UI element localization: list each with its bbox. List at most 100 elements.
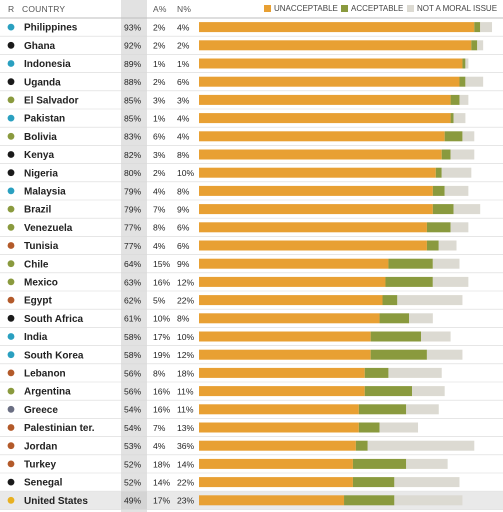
- bar-unacceptable[interactable]: [199, 240, 427, 251]
- bar-not-moral[interactable]: [453, 204, 481, 215]
- country-label[interactable]: Senegal: [24, 478, 63, 489]
- bar-unacceptable[interactable]: [199, 440, 356, 451]
- bar-acceptable[interactable]: [355, 440, 368, 451]
- country-label[interactable]: Uganda: [24, 77, 61, 88]
- bar-unacceptable[interactable]: [199, 258, 389, 269]
- bar-not-moral[interactable]: [394, 477, 460, 488]
- bar-acceptable[interactable]: [370, 349, 427, 360]
- bar-unacceptable[interactable]: [199, 131, 445, 142]
- bar-not-moral[interactable]: [441, 167, 472, 178]
- bar-unacceptable[interactable]: [199, 22, 475, 33]
- bar-not-moral[interactable]: [480, 22, 493, 33]
- country-label[interactable]: Pakistan: [24, 114, 65, 125]
- bar-acceptable[interactable]: [474, 22, 481, 33]
- bar-not-moral[interactable]: [367, 440, 475, 451]
- bar-not-moral[interactable]: [397, 295, 463, 306]
- bar-not-moral[interactable]: [379, 422, 419, 433]
- bar-acceptable[interactable]: [450, 113, 454, 124]
- bar-not-moral[interactable]: [450, 149, 475, 160]
- bar-unacceptable[interactable]: [199, 76, 460, 87]
- bar-not-moral[interactable]: [406, 404, 439, 415]
- bar-unacceptable[interactable]: [199, 204, 433, 215]
- country-label[interactable]: Lebanon: [24, 369, 66, 380]
- country-label[interactable]: Indonesia: [24, 59, 71, 70]
- country-label[interactable]: Philippines: [24, 23, 78, 34]
- bar-not-moral[interactable]: [462, 131, 475, 142]
- bar-not-moral[interactable]: [432, 276, 469, 287]
- bar-unacceptable[interactable]: [199, 222, 427, 233]
- country-label[interactable]: Brazil: [24, 205, 51, 216]
- country-column-header[interactable]: COUNTRY: [22, 4, 66, 14]
- bar-unacceptable[interactable]: [199, 313, 380, 324]
- bar-unacceptable[interactable]: [199, 167, 436, 178]
- bar-unacceptable[interactable]: [199, 113, 451, 124]
- bar-unacceptable[interactable]: [199, 349, 371, 360]
- bar-acceptable[interactable]: [344, 495, 395, 506]
- bar-unacceptable[interactable]: [199, 276, 386, 287]
- bar-unacceptable[interactable]: [199, 149, 442, 160]
- bar-acceptable[interactable]: [370, 331, 421, 342]
- country-label[interactable]: Tunisia: [24, 241, 59, 252]
- country-label[interactable]: El Salvador: [24, 96, 79, 107]
- country-label[interactable]: Palestinian ter.: [24, 423, 95, 434]
- bar-acceptable[interactable]: [352, 458, 407, 469]
- country-label[interactable]: Kenya: [24, 150, 54, 161]
- bar-unacceptable[interactable]: [199, 185, 433, 196]
- country-label[interactable]: South Africa: [24, 314, 84, 325]
- region-column-header[interactable]: R: [8, 4, 15, 14]
- not-moral-column-header[interactable]: N%: [177, 4, 192, 14]
- bar-not-moral[interactable]: [453, 113, 466, 124]
- bar-acceptable[interactable]: [426, 240, 439, 251]
- bar-acceptable[interactable]: [426, 222, 451, 233]
- bar-unacceptable[interactable]: [199, 58, 463, 69]
- country-label[interactable]: South Korea: [24, 350, 84, 361]
- bar-unacceptable[interactable]: [199, 295, 383, 306]
- bar-not-moral[interactable]: [406, 458, 448, 469]
- country-label[interactable]: Mexico: [24, 278, 58, 289]
- bar-unacceptable[interactable]: [199, 367, 365, 378]
- bar-unacceptable[interactable]: [199, 404, 359, 415]
- bar-acceptable[interactable]: [450, 94, 460, 105]
- bar-not-moral[interactable]: [394, 495, 463, 506]
- country-label[interactable]: Bolivia: [24, 132, 57, 143]
- bar-acceptable[interactable]: [432, 204, 454, 215]
- country-label[interactable]: Chile: [24, 259, 49, 270]
- bar-acceptable[interactable]: [379, 313, 410, 324]
- bar-acceptable[interactable]: [471, 40, 478, 51]
- bar-unacceptable[interactable]: [199, 477, 353, 488]
- bar-not-moral[interactable]: [412, 386, 445, 397]
- bar-unacceptable[interactable]: [199, 495, 345, 506]
- bar-unacceptable[interactable]: [199, 94, 451, 105]
- bar-not-moral[interactable]: [421, 331, 451, 342]
- bar-acceptable[interactable]: [358, 404, 407, 415]
- bar-acceptable[interactable]: [462, 58, 466, 69]
- bar-unacceptable[interactable]: [199, 40, 472, 51]
- bar-not-moral[interactable]: [459, 94, 469, 105]
- bar-acceptable[interactable]: [459, 76, 466, 87]
- bar-acceptable[interactable]: [364, 367, 389, 378]
- bar-not-moral[interactable]: [432, 258, 460, 269]
- bar-acceptable[interactable]: [385, 276, 433, 287]
- bar-acceptable[interactable]: [432, 185, 445, 196]
- bar-unacceptable[interactable]: [199, 331, 371, 342]
- bar-acceptable[interactable]: [382, 295, 398, 306]
- acceptable-column-header[interactable]: A%: [153, 4, 167, 14]
- bar-acceptable[interactable]: [358, 422, 380, 433]
- bar-not-moral[interactable]: [409, 313, 433, 324]
- country-label[interactable]: India: [24, 332, 48, 343]
- bar-acceptable[interactable]: [444, 131, 463, 142]
- bar-not-moral[interactable]: [465, 76, 484, 87]
- bar-not-moral[interactable]: [426, 349, 463, 360]
- bar-not-moral[interactable]: [438, 240, 457, 251]
- bar-acceptable[interactable]: [435, 167, 442, 178]
- country-label[interactable]: United States: [24, 496, 88, 507]
- country-label[interactable]: Jordan: [24, 441, 57, 452]
- country-label[interactable]: Malaysia: [24, 187, 66, 198]
- bar-acceptable[interactable]: [364, 386, 413, 397]
- bar-acceptable[interactable]: [441, 149, 451, 160]
- bar-acceptable[interactable]: [352, 477, 395, 488]
- country-label[interactable]: Venezuela: [24, 223, 73, 234]
- bar-not-moral[interactable]: [450, 222, 469, 233]
- bar-not-moral[interactable]: [477, 40, 484, 51]
- bar-unacceptable[interactable]: [199, 422, 359, 433]
